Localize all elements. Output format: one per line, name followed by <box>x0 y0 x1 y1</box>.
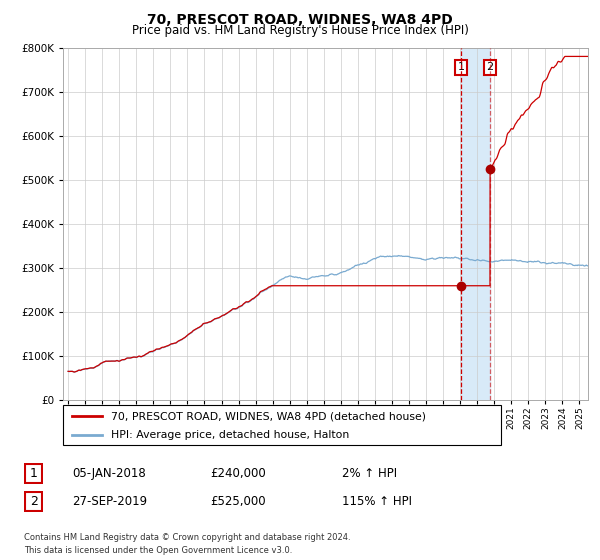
Text: £525,000: £525,000 <box>210 494 266 508</box>
Text: This data is licensed under the Open Government Licence v3.0.: This data is licensed under the Open Gov… <box>24 546 292 555</box>
Text: 2% ↑ HPI: 2% ↑ HPI <box>342 466 397 480</box>
Text: Contains HM Land Registry data © Crown copyright and database right 2024.: Contains HM Land Registry data © Crown c… <box>24 533 350 542</box>
Text: £240,000: £240,000 <box>210 466 266 480</box>
Text: 2: 2 <box>29 494 38 508</box>
FancyBboxPatch shape <box>63 405 501 445</box>
Bar <box>461 48 490 400</box>
Text: 1: 1 <box>29 466 38 480</box>
Text: 27-SEP-2019: 27-SEP-2019 <box>72 494 147 508</box>
Text: 70, PRESCOT ROAD, WIDNES, WA8 4PD: 70, PRESCOT ROAD, WIDNES, WA8 4PD <box>147 13 453 27</box>
Text: 1: 1 <box>457 63 464 72</box>
FancyBboxPatch shape <box>25 492 42 511</box>
Text: Price paid vs. HM Land Registry's House Price Index (HPI): Price paid vs. HM Land Registry's House … <box>131 24 469 36</box>
Text: HPI: Average price, detached house, Halton: HPI: Average price, detached house, Halt… <box>111 430 349 440</box>
Text: 115% ↑ HPI: 115% ↑ HPI <box>342 494 412 508</box>
Text: 2: 2 <box>487 63 494 72</box>
Text: 70, PRESCOT ROAD, WIDNES, WA8 4PD (detached house): 70, PRESCOT ROAD, WIDNES, WA8 4PD (detac… <box>111 411 426 421</box>
Text: 05-JAN-2018: 05-JAN-2018 <box>72 466 146 480</box>
FancyBboxPatch shape <box>25 464 42 483</box>
